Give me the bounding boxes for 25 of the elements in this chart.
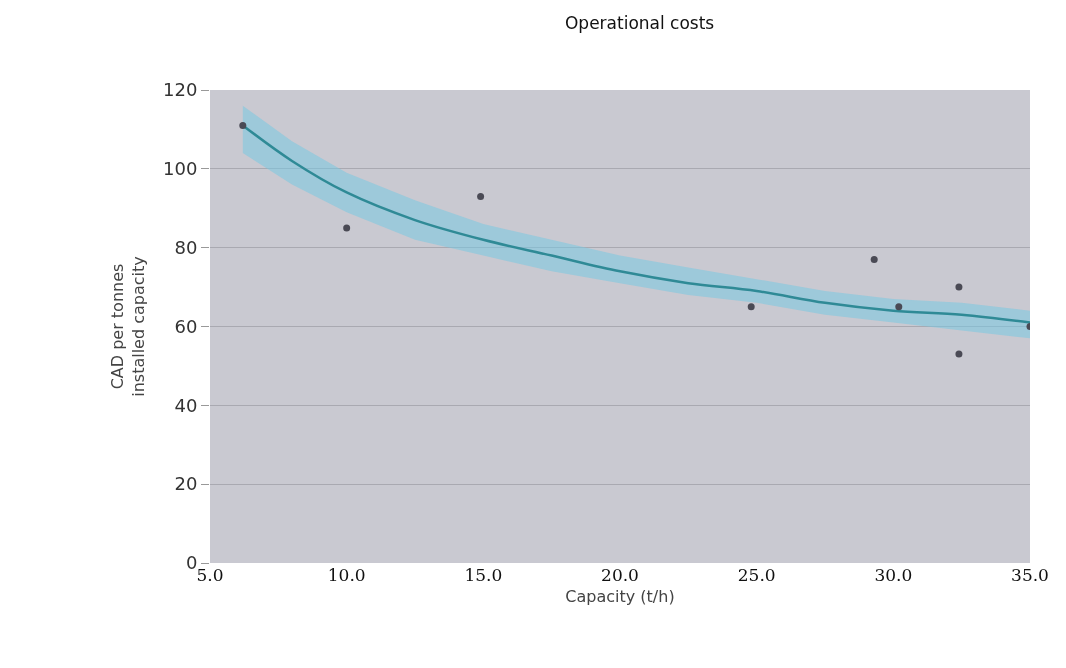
x-tick-label: 5.0 (196, 565, 224, 585)
y-tick-label: 20 (174, 473, 198, 495)
x-tick-label: 25.0 (737, 565, 776, 585)
y-tick-label: 100 (163, 158, 198, 180)
point (747, 303, 755, 311)
chart-title: Operational costs (564, 12, 715, 33)
x-tick-label: 15.0 (464, 565, 503, 585)
point (895, 303, 903, 311)
y-tick-label: 60 (174, 315, 198, 337)
point (870, 255, 878, 263)
x-tick-label: 10.0 (327, 565, 366, 585)
point (239, 121, 247, 129)
y-tick-label: 40 (174, 394, 198, 416)
y-tick-label: 0 (185, 552, 198, 574)
point (955, 350, 963, 358)
point (955, 283, 963, 291)
y-tick-label: 80 (174, 236, 198, 258)
y-axis-title: CAD per tonnes installed capacity (108, 256, 148, 397)
y-tick-label: 120 (163, 79, 198, 101)
point (477, 192, 485, 200)
x-axis-title: Capacity (t/h) (565, 586, 675, 606)
x-tick-label: 35.0 (1011, 565, 1049, 585)
x-tick-label: 30.0 (874, 565, 913, 585)
point (343, 224, 351, 232)
x-tick-label: 20.0 (601, 565, 639, 585)
